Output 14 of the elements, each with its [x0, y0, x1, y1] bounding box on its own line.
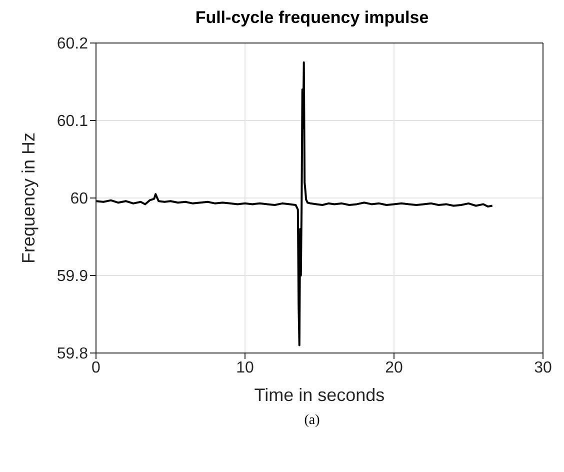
x-tick-label: 10 — [236, 359, 254, 376]
y-tick-label: 60.2 — [56, 36, 88, 53]
x-tick-label: 0 — [92, 359, 101, 376]
y-axis-title: Frequency in Hz — [18, 132, 38, 264]
y-tick-label: 59.9 — [56, 268, 88, 286]
chart-title: Full-cycle frequency impulse — [194, 8, 430, 28]
x-tick-label: 20 — [385, 359, 403, 376]
y-tick-label: 60 — [70, 190, 88, 208]
y-tick-label: 60.1 — [56, 113, 88, 130]
x-axis-title: Time in seconds — [254, 385, 385, 405]
line-series — [96, 61, 494, 346]
text: (a) — [303, 413, 321, 429]
x-tick-label: 30 — [534, 359, 552, 376]
y-tick-label: 59.8 — [56, 346, 88, 363]
